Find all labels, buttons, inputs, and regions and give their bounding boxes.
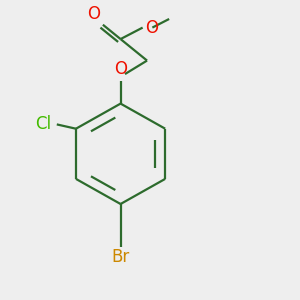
Text: O: O (114, 60, 127, 78)
Text: Br: Br (111, 248, 130, 266)
Text: O: O (87, 5, 100, 23)
Text: O: O (146, 19, 159, 37)
Text: Cl: Cl (35, 116, 51, 134)
